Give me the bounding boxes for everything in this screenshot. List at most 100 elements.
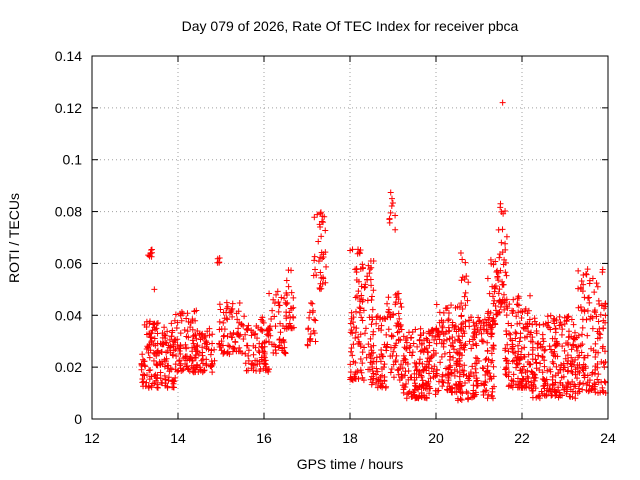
data-point [584, 295, 591, 302]
data-point [440, 343, 447, 350]
data-point [240, 335, 247, 342]
data-point [427, 375, 434, 382]
data-point [189, 317, 196, 324]
data-point [437, 359, 444, 366]
data-point [150, 321, 157, 328]
data-point [472, 340, 479, 347]
data-point [223, 309, 230, 316]
data-point [309, 300, 316, 307]
data-point [504, 305, 511, 312]
data-point [224, 350, 231, 357]
data-point [220, 319, 227, 326]
data-point [559, 382, 566, 389]
data-point [594, 376, 601, 383]
data-point [143, 379, 150, 386]
data-point [465, 372, 472, 379]
data-point [482, 387, 489, 394]
data-point [226, 343, 233, 350]
data-point [259, 327, 266, 334]
data-point [431, 336, 438, 343]
data-point [320, 219, 327, 226]
data-point [512, 335, 519, 342]
data-point [503, 272, 510, 279]
data-point [470, 341, 477, 348]
data-point [568, 346, 575, 353]
data-point [370, 331, 377, 338]
data-point [514, 301, 521, 308]
data-point [503, 372, 510, 379]
data-point [387, 209, 394, 216]
data-point [174, 319, 181, 326]
data-point [165, 374, 172, 381]
data-point [447, 342, 454, 349]
data-point [418, 374, 425, 381]
data-point [149, 380, 156, 387]
data-point [395, 290, 402, 297]
data-point [445, 316, 452, 323]
data-point [359, 374, 366, 381]
data-point [265, 332, 272, 339]
data-point [473, 322, 480, 329]
data-point [224, 316, 231, 323]
data-point [266, 325, 273, 332]
data-point [261, 354, 268, 361]
data-point [517, 367, 524, 374]
data-point [467, 314, 474, 321]
data-point [484, 347, 491, 354]
data-point [483, 387, 490, 394]
data-point [522, 369, 529, 376]
y-tick-label: 0.1 [63, 152, 83, 168]
data-point [173, 324, 180, 331]
data-point [262, 357, 269, 364]
data-point [430, 347, 437, 354]
data-point [394, 329, 401, 336]
data-point [440, 319, 447, 326]
data-point [153, 352, 160, 359]
data-point [404, 391, 411, 398]
data-point [352, 294, 359, 301]
data-point [454, 303, 461, 310]
data-point [546, 343, 553, 350]
data-point [556, 313, 563, 320]
data-point [355, 375, 362, 382]
data-point [527, 292, 534, 299]
data-point [528, 329, 535, 336]
data-point [544, 313, 551, 320]
data-point [497, 304, 504, 311]
data-point [521, 353, 528, 360]
data-point [368, 355, 375, 362]
data-point [194, 327, 201, 334]
data-point [456, 363, 463, 370]
data-point [251, 331, 258, 338]
data-point [531, 377, 538, 384]
data-point [230, 329, 237, 336]
data-point [178, 317, 185, 324]
data-point [394, 320, 401, 327]
data-point [400, 333, 407, 340]
data-point [220, 350, 227, 357]
data-point [482, 372, 489, 379]
data-point [203, 356, 210, 363]
data-point [308, 300, 315, 307]
data-point [542, 378, 549, 385]
data-point [307, 338, 314, 345]
data-point [433, 301, 440, 308]
data-point [421, 394, 428, 401]
data-point [202, 332, 209, 339]
data-point [276, 302, 283, 309]
data-point [472, 369, 479, 376]
data-point [205, 346, 212, 353]
data-point [503, 331, 510, 338]
data-point [512, 329, 519, 336]
data-point [152, 342, 159, 349]
data-point [496, 251, 503, 258]
data-point [261, 343, 268, 350]
data-point [451, 366, 458, 373]
data-point [594, 328, 601, 335]
data-point [399, 365, 406, 372]
data-point [378, 322, 385, 329]
data-point [475, 357, 482, 364]
data-point [551, 388, 558, 395]
data-point [454, 397, 461, 404]
data-point [518, 345, 525, 352]
